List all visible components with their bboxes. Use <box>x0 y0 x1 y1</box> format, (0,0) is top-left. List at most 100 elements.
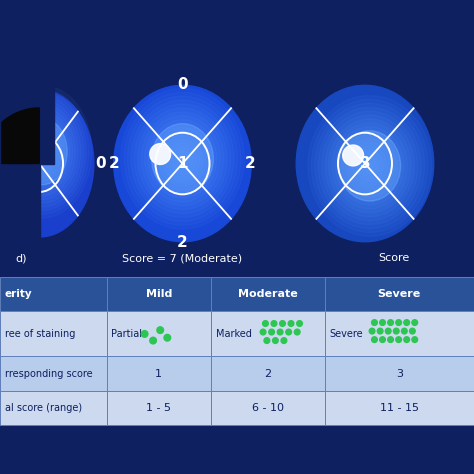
Bar <box>436 66 474 284</box>
Ellipse shape <box>131 100 234 218</box>
Ellipse shape <box>120 88 245 229</box>
Circle shape <box>377 328 383 334</box>
Text: 1: 1 <box>177 156 188 171</box>
Bar <box>0 311 107 356</box>
Circle shape <box>281 338 287 343</box>
Ellipse shape <box>40 148 46 155</box>
Ellipse shape <box>21 122 64 181</box>
Circle shape <box>273 338 278 343</box>
Bar <box>107 356 211 391</box>
Circle shape <box>157 327 164 334</box>
Ellipse shape <box>0 93 86 210</box>
Circle shape <box>380 319 385 325</box>
Circle shape <box>141 331 148 337</box>
Ellipse shape <box>18 118 67 185</box>
Ellipse shape <box>32 137 54 166</box>
Ellipse shape <box>18 118 67 185</box>
Circle shape <box>264 338 270 343</box>
Ellipse shape <box>138 108 227 210</box>
Ellipse shape <box>296 85 434 242</box>
Ellipse shape <box>169 143 196 174</box>
Text: erity: erity <box>5 289 32 300</box>
Ellipse shape <box>124 92 241 225</box>
Bar <box>0 81 54 164</box>
Bar <box>211 356 325 391</box>
Ellipse shape <box>7 104 78 200</box>
Text: 0: 0 <box>95 156 105 171</box>
Ellipse shape <box>339 131 401 201</box>
Circle shape <box>404 319 410 325</box>
Text: Score: Score <box>378 253 409 264</box>
Circle shape <box>280 321 285 326</box>
Text: 1 - 5: 1 - 5 <box>146 402 171 413</box>
Text: 6 - 10: 6 - 10 <box>252 402 284 413</box>
Circle shape <box>380 337 385 342</box>
Ellipse shape <box>308 96 431 237</box>
Text: 2: 2 <box>264 368 272 379</box>
Bar <box>211 277 325 311</box>
Bar <box>0 277 107 311</box>
Circle shape <box>297 321 302 326</box>
Ellipse shape <box>162 136 203 182</box>
Bar <box>325 277 474 311</box>
Bar <box>107 311 211 356</box>
Circle shape <box>412 337 418 342</box>
Text: 2: 2 <box>109 156 120 171</box>
Circle shape <box>150 337 156 344</box>
Circle shape <box>286 329 292 335</box>
Circle shape <box>343 145 364 166</box>
Ellipse shape <box>29 133 56 170</box>
Ellipse shape <box>26 129 59 173</box>
Circle shape <box>396 319 401 325</box>
Ellipse shape <box>363 158 376 174</box>
Ellipse shape <box>0 90 94 237</box>
Bar <box>325 356 474 391</box>
Bar <box>211 311 325 356</box>
Ellipse shape <box>311 100 428 232</box>
Bar <box>211 391 325 425</box>
Circle shape <box>412 319 418 325</box>
Ellipse shape <box>37 144 48 159</box>
Text: 1: 1 <box>155 368 162 379</box>
Ellipse shape <box>13 111 73 192</box>
Ellipse shape <box>366 162 373 170</box>
Ellipse shape <box>321 111 418 220</box>
Bar <box>0 164 40 246</box>
Text: Partial: Partial <box>111 329 142 339</box>
Circle shape <box>263 321 268 326</box>
Ellipse shape <box>165 139 200 178</box>
Circle shape <box>404 337 410 342</box>
Circle shape <box>269 329 274 335</box>
Ellipse shape <box>0 89 89 214</box>
Ellipse shape <box>145 116 220 202</box>
Ellipse shape <box>175 151 189 167</box>
Ellipse shape <box>114 85 251 242</box>
Text: d): d) <box>16 253 27 264</box>
Circle shape <box>294 329 300 335</box>
Ellipse shape <box>356 150 383 182</box>
Circle shape <box>164 335 171 341</box>
Text: 3: 3 <box>396 368 403 379</box>
Ellipse shape <box>24 126 62 177</box>
Text: 2: 2 <box>177 235 188 250</box>
Ellipse shape <box>4 100 81 203</box>
Circle shape <box>277 329 283 335</box>
Circle shape <box>150 144 171 164</box>
Circle shape <box>388 337 393 342</box>
Ellipse shape <box>349 142 390 190</box>
Ellipse shape <box>2 97 83 207</box>
Ellipse shape <box>35 141 51 163</box>
Text: Severe: Severe <box>329 329 363 339</box>
Circle shape <box>288 321 294 326</box>
Ellipse shape <box>128 96 237 221</box>
Ellipse shape <box>158 131 207 186</box>
Ellipse shape <box>336 127 404 205</box>
Circle shape <box>393 328 399 334</box>
Ellipse shape <box>315 103 425 228</box>
Ellipse shape <box>148 119 217 198</box>
Ellipse shape <box>325 115 414 217</box>
Circle shape <box>410 328 415 334</box>
Text: Severe: Severe <box>378 289 421 300</box>
Bar <box>0 391 107 425</box>
Ellipse shape <box>346 138 394 193</box>
